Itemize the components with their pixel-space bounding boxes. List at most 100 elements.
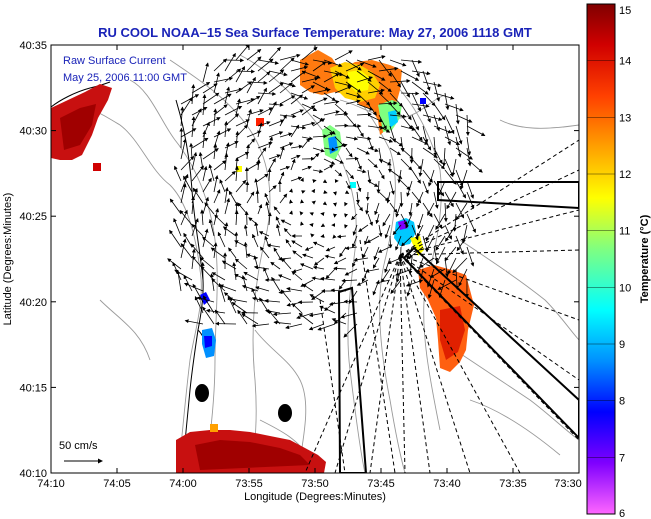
current-vector <box>356 158 362 171</box>
current-vector <box>377 246 391 253</box>
current-vector <box>323 110 340 116</box>
colorbar-tick-label: 14 <box>619 56 631 68</box>
current-vector <box>257 91 277 96</box>
current-vector <box>312 88 331 94</box>
current-vector <box>235 66 245 83</box>
current-vector <box>234 258 248 270</box>
current-vector <box>268 185 277 193</box>
current-vector <box>399 191 404 208</box>
current-vector <box>224 197 231 215</box>
colorbar-tick-label: 15 <box>619 5 631 17</box>
y-tick-label: 40:10 <box>19 468 47 480</box>
current-vector <box>255 189 260 204</box>
current-vector <box>411 224 419 241</box>
current-vector <box>222 226 237 237</box>
current-vector <box>344 268 358 276</box>
current-vector <box>378 125 391 133</box>
surface-current-vectors <box>167 45 486 338</box>
x-tick-label: 74:10 <box>37 478 65 490</box>
current-vector <box>372 257 380 269</box>
current-vector <box>389 78 411 83</box>
current-vector <box>333 257 347 265</box>
x-tick-label: 73:45 <box>367 478 395 490</box>
current-vector <box>455 103 460 125</box>
current-vector <box>389 125 397 143</box>
current-vector <box>389 70 401 88</box>
current-vector <box>208 218 215 237</box>
current-vector <box>405 213 413 229</box>
current-vector <box>268 154 281 160</box>
current-vector <box>301 165 312 171</box>
current-vector <box>323 147 336 152</box>
current-vector <box>183 232 193 248</box>
current-vector <box>422 92 436 107</box>
current-vector <box>257 59 279 65</box>
current-vector <box>356 59 377 68</box>
current-vector <box>365 268 380 273</box>
current-vector <box>301 190 306 194</box>
current-vector <box>389 202 398 214</box>
current-vector <box>317 323 336 331</box>
current-vector <box>397 169 402 184</box>
current-vector <box>235 69 256 74</box>
current-vector <box>333 202 337 207</box>
current-vector <box>313 257 325 266</box>
current-vector <box>312 61 327 72</box>
current-vector <box>301 121 316 127</box>
current-vector <box>279 132 293 138</box>
current-vector <box>362 246 369 259</box>
current-vector <box>279 114 297 119</box>
current-vector <box>355 191 360 204</box>
current-vector <box>310 233 315 238</box>
current-vector <box>301 103 318 112</box>
current-vector <box>345 62 365 72</box>
current-vector <box>246 144 251 160</box>
current-vector <box>378 59 392 77</box>
current-vector <box>339 246 347 258</box>
colorbar-tick-label: 7 <box>619 452 625 464</box>
current-vector <box>235 179 247 193</box>
current-vector <box>356 180 362 193</box>
current-vector <box>367 158 378 169</box>
current-vector <box>268 101 277 116</box>
current-vector <box>345 114 357 128</box>
current-vector <box>466 246 475 267</box>
current-vector <box>213 128 232 138</box>
current-vector <box>389 180 395 195</box>
island-marker <box>278 404 292 422</box>
current-vector <box>228 297 248 303</box>
current-vector <box>352 224 358 236</box>
current-vector <box>246 108 253 127</box>
current-vector <box>275 216 281 226</box>
current-vector <box>367 125 385 130</box>
current-vector <box>356 125 364 138</box>
current-vector <box>452 257 468 274</box>
current-vector <box>246 49 262 61</box>
current-vector <box>411 92 421 112</box>
current-vector <box>367 81 384 95</box>
current-vector <box>300 177 304 182</box>
current-vector <box>389 92 403 107</box>
current-vector <box>341 278 358 283</box>
current-vector <box>189 142 194 160</box>
current-vector <box>270 261 281 270</box>
current-vector <box>433 92 455 100</box>
current-vector <box>433 147 443 165</box>
current-vector <box>466 213 476 234</box>
scale-label: 50 cm/s <box>59 440 98 452</box>
current-vector <box>400 103 412 121</box>
current-vector <box>466 147 472 167</box>
current-vector <box>267 168 272 182</box>
current-vector <box>323 164 334 171</box>
x-axis-label: Longitude (Degrees:Minutes) <box>244 491 386 503</box>
current-vector <box>279 95 296 105</box>
chart-title: RU COOL NOAA–15 Sea Surface Temperature:… <box>98 25 532 40</box>
current-vector <box>241 275 248 292</box>
current-vector <box>333 191 337 196</box>
current-vector <box>356 147 370 155</box>
current-vector <box>268 131 284 138</box>
current-vector <box>291 303 303 314</box>
colorbar-tick-label: 11 <box>619 226 630 238</box>
current-vector <box>273 320 292 325</box>
current-vector <box>191 151 198 171</box>
